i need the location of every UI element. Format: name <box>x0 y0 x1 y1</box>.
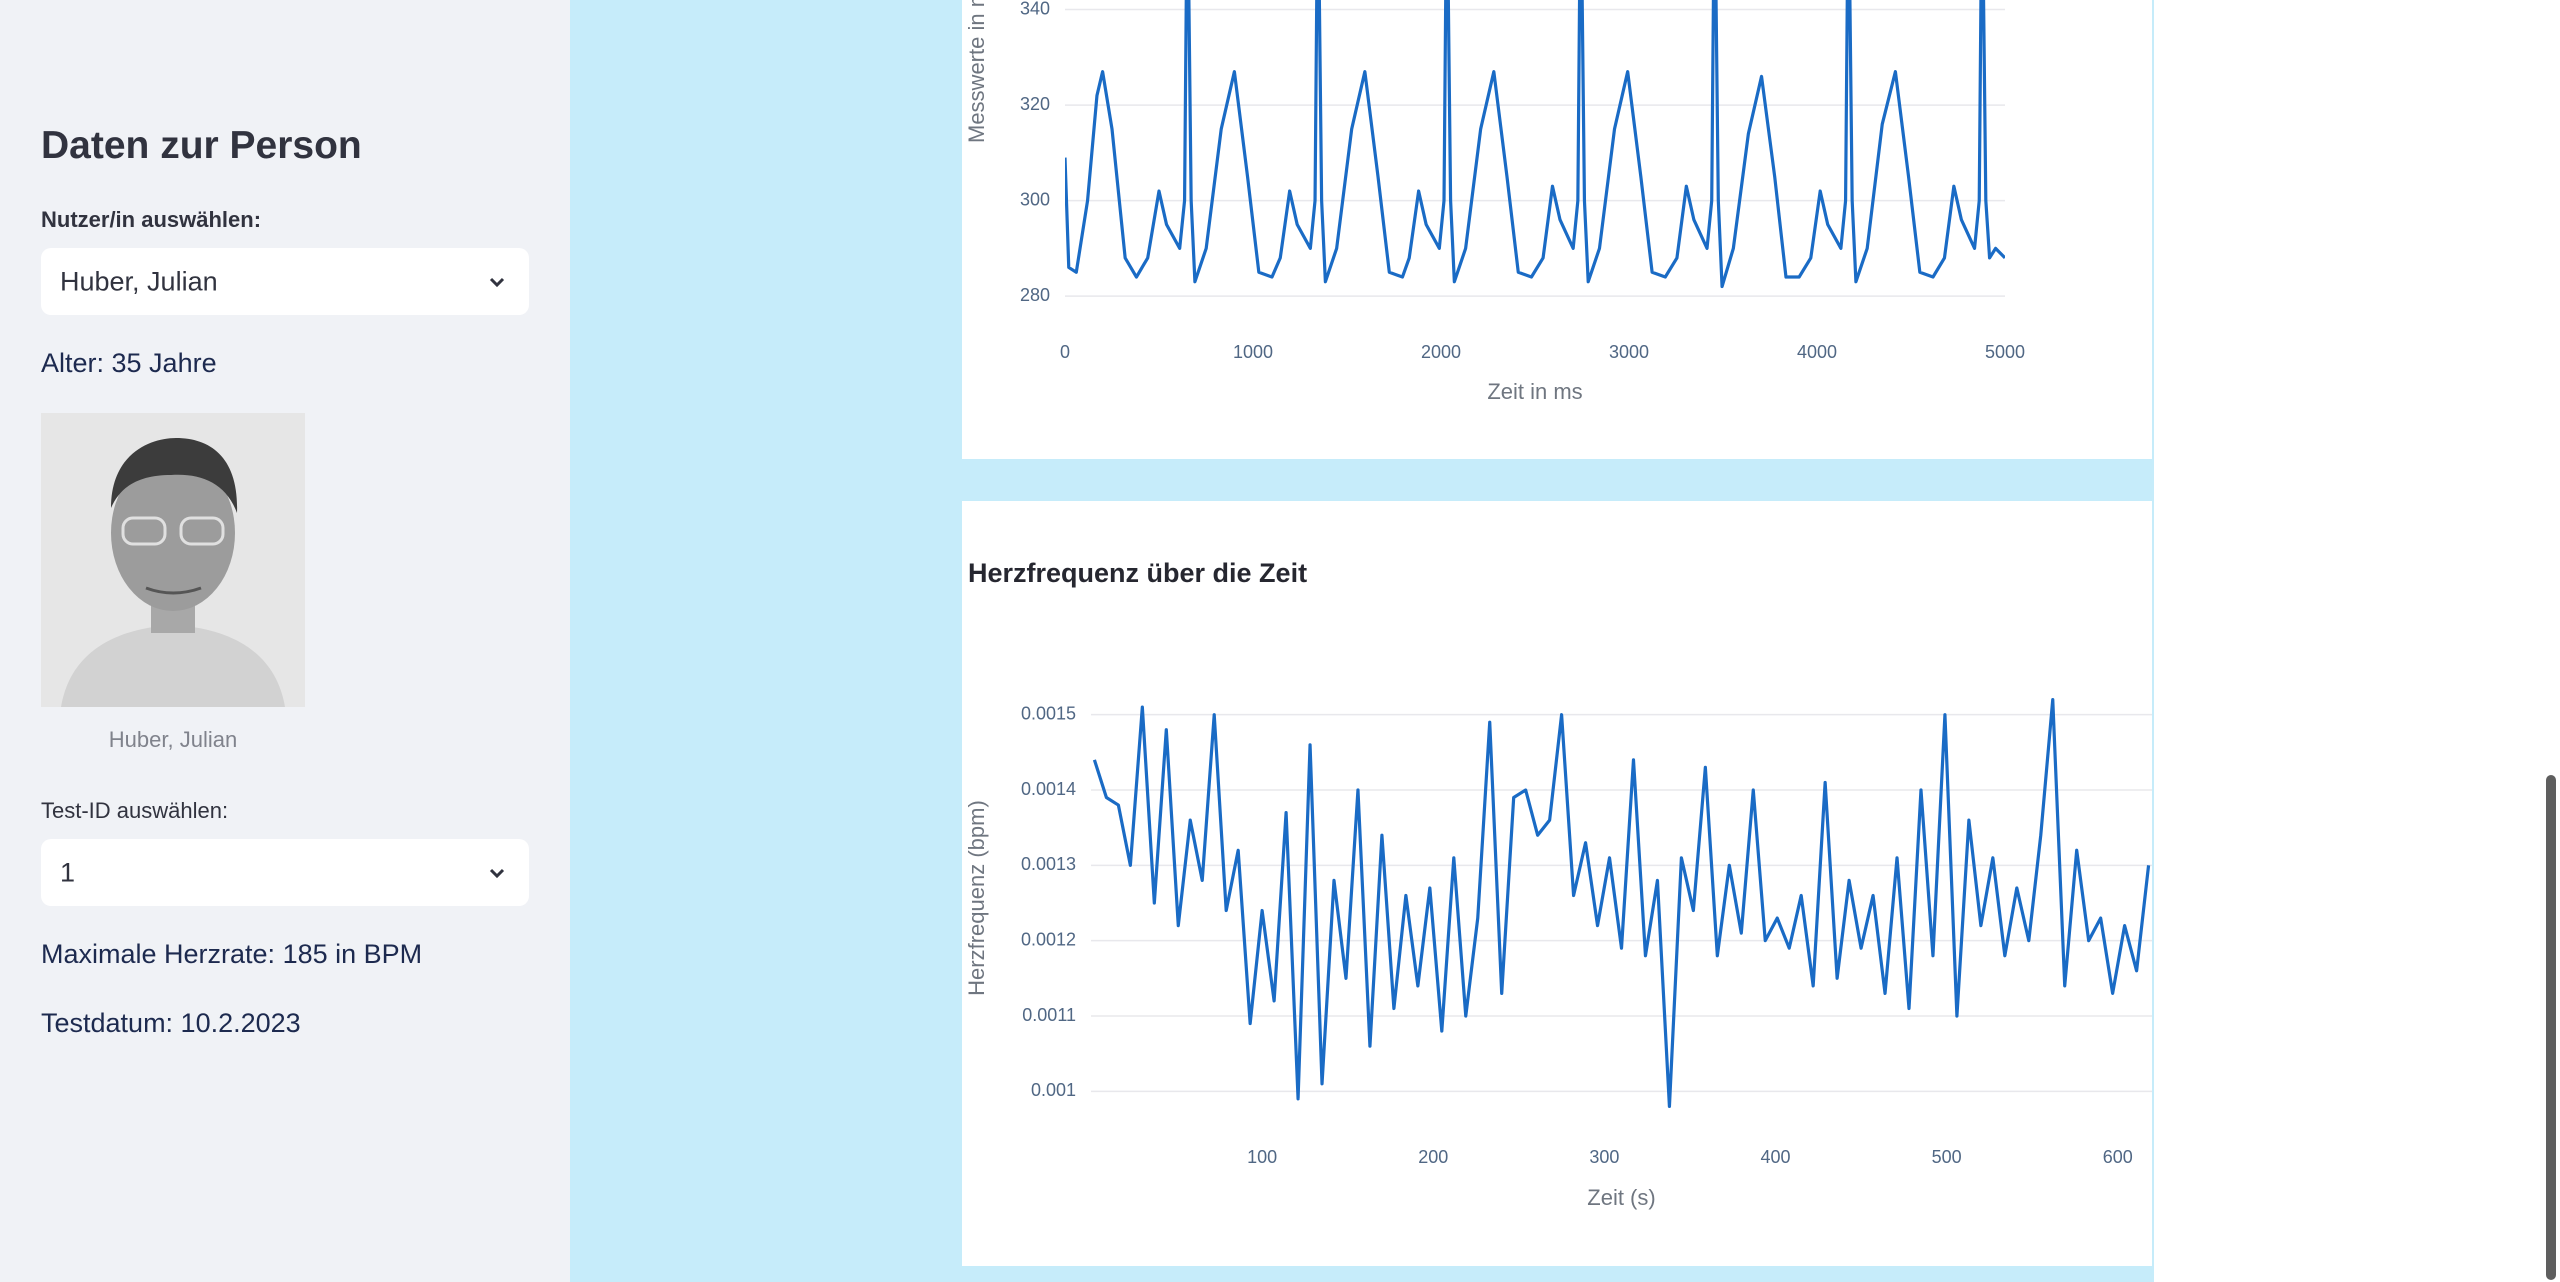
x-tick-label: 3000 <box>1609 342 1649 362</box>
chevron <box>489 868 505 879</box>
main-area <box>570 0 2154 1282</box>
heart-rate-card <box>962 501 2152 1266</box>
y-tick-label: 280 <box>1020 285 1050 305</box>
user-label: Nutzer/in auswählen: <box>41 207 262 232</box>
y-tick-label: 320 <box>1020 94 1050 114</box>
y-tick-label: 0.0014 <box>1021 779 1076 799</box>
user-select-value: Huber, Julian <box>60 266 218 296</box>
y-tick-label: 0.001 <box>1031 1080 1076 1100</box>
x-tick-label: 600 <box>2103 1147 2133 1167</box>
y-axis-title: Messwerte in mV <box>964 0 989 143</box>
x-tick-label: 2000 <box>1421 342 1461 362</box>
x-tick-label: 300 <box>1589 1147 1619 1167</box>
x-axis-title: Zeit (s) <box>1587 1185 1655 1210</box>
test-select-value: 1 <box>60 857 76 887</box>
photo-caption: Huber, Julian <box>108 727 238 752</box>
chevron <box>489 277 505 288</box>
x-axis-title: Zeit in ms <box>1487 379 1582 404</box>
y-tick-label: 340 <box>1020 0 1050 18</box>
x-tick-label: 4000 <box>1797 342 1837 362</box>
max-heart-rate: Maximale Herzrate: 185 in BPM <box>41 939 423 969</box>
test-select[interactable]: 1 <box>41 839 529 906</box>
y-tick-label: 0.0015 <box>1021 703 1076 723</box>
sidebar: Daten zur Person Nutzer/in auswählen: Hu… <box>0 0 570 1282</box>
person-photo <box>41 413 305 707</box>
user-select[interactable]: Huber, Julian <box>41 248 529 315</box>
data-line <box>1065 0 2005 289</box>
data-line <box>1092 698 2151 1108</box>
test-date: Testdatum: 10.2.2023 <box>41 1008 301 1038</box>
test-label: Test-ID auswählen: <box>41 798 229 823</box>
y-tick-label: 0.0012 <box>1021 929 1076 949</box>
age: Alter: 35 Jahre <box>41 348 217 378</box>
y-tick-label: 300 <box>1020 189 1050 209</box>
chart-title: Herzfrequenz über die Zeit <box>968 558 1307 588</box>
sidebar-title: Daten zur Person <box>41 124 362 167</box>
y-tick-label: 0.0013 <box>1021 854 1076 874</box>
x-tick-label: 0 <box>1060 342 1070 362</box>
x-tick-label: 200 <box>1418 1147 1448 1167</box>
x-tick-label: 500 <box>1932 1147 1962 1167</box>
y-tick-label: 0.0011 <box>1022 1005 1076 1025</box>
x-tick-label: 5000 <box>1985 342 2025 362</box>
x-tick-label: 100 <box>1247 1147 1277 1167</box>
scrollbar[interactable] <box>2546 775 2556 1280</box>
y-axis-title: Herzfrequenz (bpm) <box>964 800 989 996</box>
ecg-card <box>962 0 2152 459</box>
x-tick-label: 1000 <box>1233 342 1273 362</box>
x-tick-label: 400 <box>1760 1147 1790 1167</box>
